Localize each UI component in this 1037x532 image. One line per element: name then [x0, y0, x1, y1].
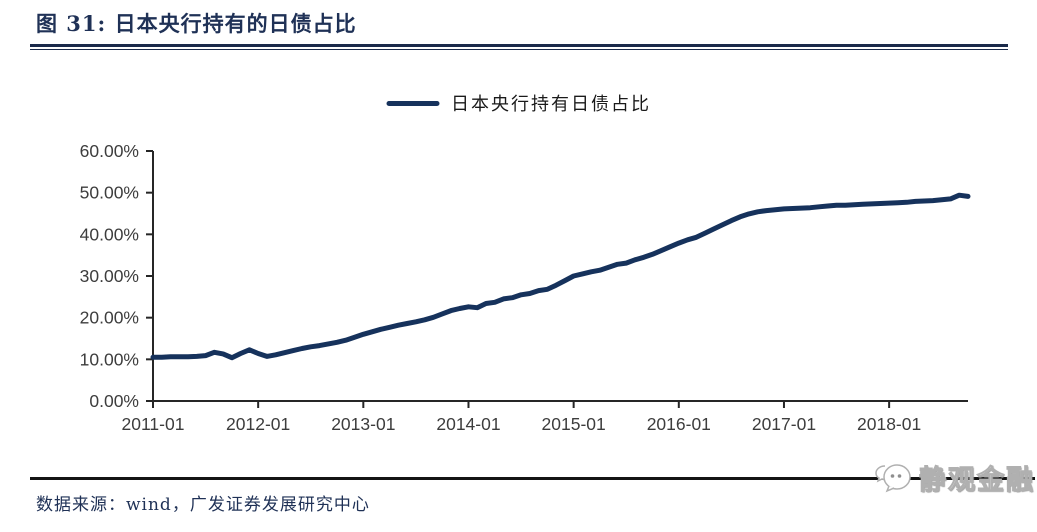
x-axis-tick-label: 2018-01 [857, 414, 921, 434]
legend-label: 日本央行持有日债占比 [451, 94, 651, 115]
series-line [150, 192, 971, 361]
x-axis-tick-label: 2016-01 [647, 414, 711, 434]
y-axis-tick-label: 0.00% [89, 391, 139, 411]
y-axis-tick-label: 40.00% [80, 224, 139, 244]
data-source-text: 数据来源：wind，广发证券发展研究中心 [36, 495, 370, 515]
footer-divider [30, 477, 1035, 480]
x-axis-tick-label: 2013-01 [331, 414, 395, 434]
y-axis-tick-label: 10.00% [80, 349, 139, 369]
y-axis-tick-label: 60.00% [80, 141, 139, 161]
chart-title: 图 31: 日本央行持有的日债占比 [36, 11, 357, 36]
chart-legend: 日本央行持有日债占比 [386, 90, 651, 116]
axes [152, 151, 968, 402]
watermark-text: 静观金融 [919, 465, 1035, 497]
x-axis-tick-label: 2014-01 [436, 414, 500, 434]
x-axis-tick-label: 2011-01 [122, 414, 185, 434]
watermark: 静观金融 [875, 458, 1035, 497]
legend-line-swatch [386, 100, 439, 106]
x-axis-tick-label: 2017-01 [752, 414, 816, 434]
y-axis-tick-label: 50.00% [80, 183, 139, 203]
title-divider-thin [30, 49, 1008, 50]
wechat-chat-bubbles-icon [875, 463, 911, 492]
x-axis-tick-label: 2015-01 [542, 414, 606, 434]
title-divider-thick [30, 44, 1008, 47]
y-axis-tick-label: 30.00% [80, 266, 139, 286]
y-axis-tick-label: 20.00% [80, 308, 139, 328]
x-axis-tick-label: 2012-01 [226, 414, 290, 434]
